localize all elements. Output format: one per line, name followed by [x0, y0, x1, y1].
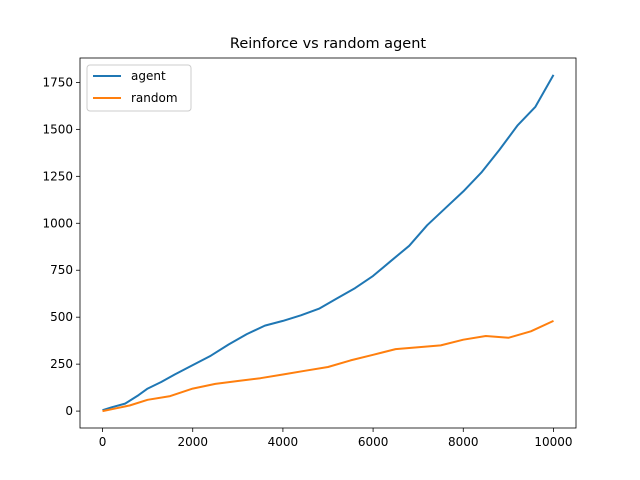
x-tick-label: 10000: [534, 435, 572, 449]
x-tick-label: 6000: [358, 435, 389, 449]
plot-area: [79, 57, 577, 429]
y-tick-label: 750: [50, 263, 73, 277]
x-tick-label: 8000: [448, 435, 479, 449]
y-axis: 0 250 500 750 1000 1250 1500 1750: [42, 75, 80, 418]
series-line-agent: [102, 74, 555, 412]
y-tick-label: 0: [65, 404, 73, 418]
x-tick-label: 2000: [177, 435, 208, 449]
series-line-random: [102, 319, 554, 413]
y-tick-label: 1250: [42, 169, 73, 183]
x-tick-label: 0: [99, 435, 107, 449]
x-tick-label: 4000: [268, 435, 299, 449]
legend-label-agent: agent: [131, 69, 166, 83]
legend-label-random: random: [131, 91, 178, 105]
y-tick-label: 1500: [42, 122, 73, 136]
chart-title: Reinforce vs random agent: [230, 36, 426, 52]
y-tick-label: 500: [50, 310, 73, 324]
legend: agent random: [86, 64, 192, 112]
x-axis: 0 2000 4000 6000 8000 10000: [99, 428, 573, 449]
y-tick-label: 1750: [42, 75, 73, 89]
y-tick-label: 250: [50, 357, 73, 371]
y-tick-label: 1000: [42, 216, 73, 230]
series-lines: [102, 74, 555, 413]
